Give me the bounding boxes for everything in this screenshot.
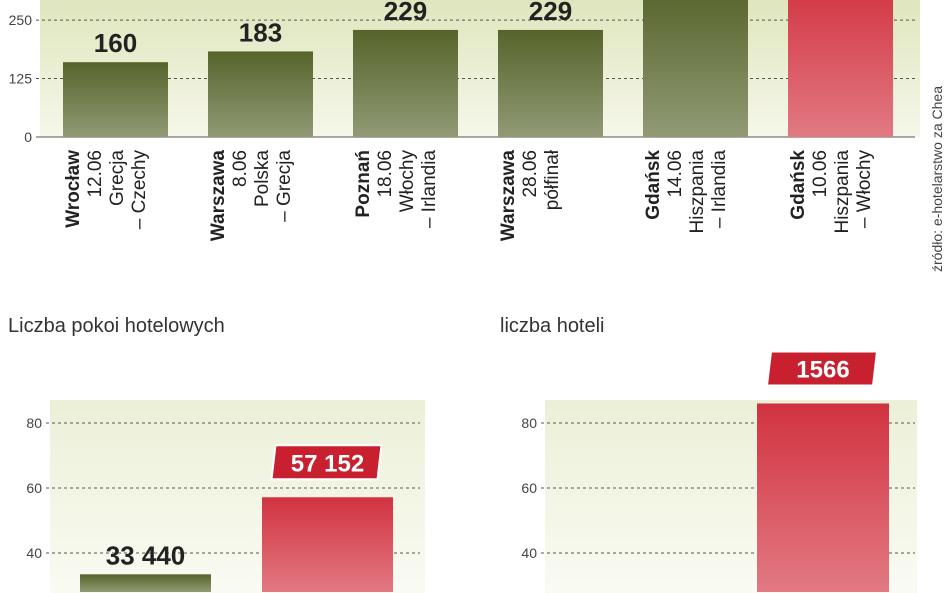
y-tick-label: 40 xyxy=(26,545,42,561)
category-label: Wrocław xyxy=(63,150,84,228)
bar-shade xyxy=(788,0,893,137)
value-label: 33 440 xyxy=(106,540,186,570)
category-label: Grecja xyxy=(107,150,128,206)
category-label: Warszawa xyxy=(208,150,229,242)
bar-shade xyxy=(262,497,393,592)
value-label: 229 xyxy=(384,0,427,26)
plot-area xyxy=(63,0,893,137)
value-label: 1566 xyxy=(796,357,849,384)
category-label: 8.06 xyxy=(230,150,251,187)
bar-shade xyxy=(498,29,603,137)
value-label: 229 xyxy=(529,0,572,26)
bar-shade xyxy=(757,403,889,592)
y-tick-label: 40 xyxy=(521,545,537,561)
category-label: 14.06 xyxy=(665,150,686,198)
plot-area xyxy=(80,497,393,592)
y-tick-label: 0 xyxy=(24,129,32,145)
category-label: 12.06 xyxy=(85,150,106,198)
plot-area xyxy=(757,403,889,592)
category-label: – Czechy xyxy=(129,150,150,230)
category-label: półfinał xyxy=(542,149,563,210)
bar-shade xyxy=(353,29,458,137)
y-tick-label: 60 xyxy=(26,480,42,496)
category-label: Polska xyxy=(252,150,273,207)
chart-title: Liczba pokoi hotelowych xyxy=(8,315,225,337)
bar-shade xyxy=(208,51,313,137)
category-label: – Grecja xyxy=(274,150,295,222)
category-label: – Irlandia xyxy=(419,150,440,229)
value-label: 183 xyxy=(239,17,282,47)
plot-background xyxy=(40,0,920,137)
y-tick-label: 250 xyxy=(9,12,33,28)
value-label: 160 xyxy=(94,28,137,58)
source: źródło: e-hotelarstwo za Chea xyxy=(929,86,945,272)
category-label: – Irlandia xyxy=(709,150,730,229)
category-label: Włochy xyxy=(397,150,418,213)
category-label: 28.06 xyxy=(520,150,541,198)
category-label: 10.06 xyxy=(810,150,831,198)
category-label: Warszawa xyxy=(498,150,519,242)
category-label: Gdańsk xyxy=(643,150,664,220)
y-tick-label: 80 xyxy=(26,415,42,431)
category-label: Hiszpania xyxy=(832,150,853,234)
category-label: Poznań xyxy=(353,150,374,218)
category-label: Gdańsk xyxy=(788,150,809,220)
bar-shade xyxy=(80,574,211,592)
y-tick-label: 60 xyxy=(521,480,537,496)
y-tick-label: 80 xyxy=(521,415,537,431)
bar-shade xyxy=(643,0,748,137)
category-label: 18.06 xyxy=(375,150,396,198)
category-label: Hiszpania xyxy=(687,150,708,234)
value-tag xyxy=(765,350,879,387)
y-tick-label: 125 xyxy=(9,71,33,87)
value-tag xyxy=(270,444,383,481)
value-label: 57 152 xyxy=(291,450,364,477)
chart-title: liczba hoteli xyxy=(500,315,605,337)
category-label: – Włochy xyxy=(854,150,875,229)
bar-shade xyxy=(63,62,168,137)
